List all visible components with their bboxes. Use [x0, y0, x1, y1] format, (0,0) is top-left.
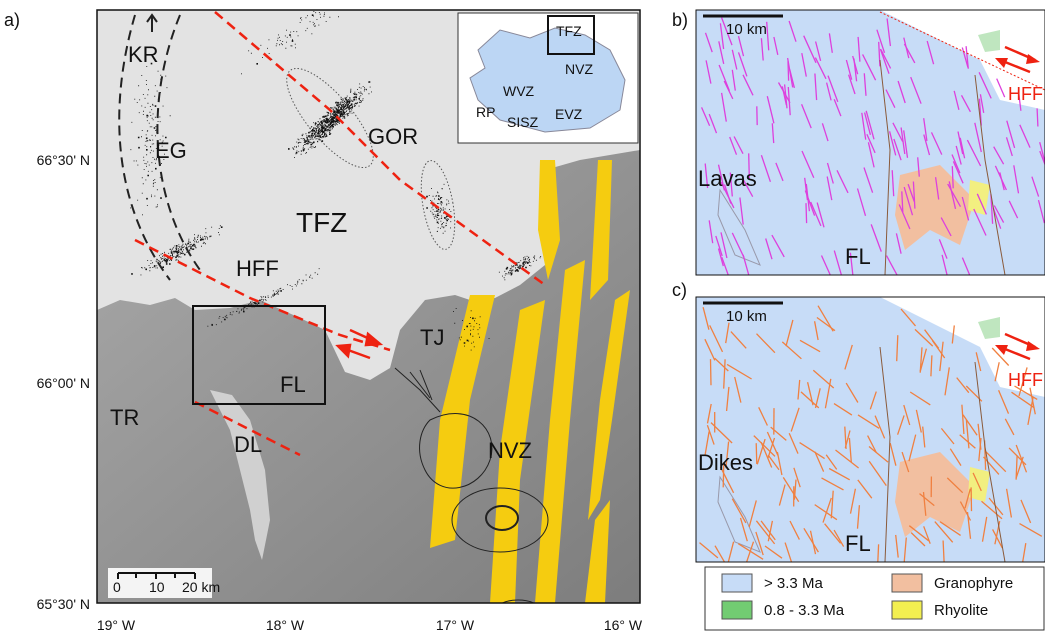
place-label: HFF: [236, 256, 279, 281]
scale-label: 10 km: [726, 308, 767, 325]
place-label: FL: [845, 244, 871, 269]
inset-label: NVZ: [565, 61, 593, 77]
strike-tick: [952, 166, 953, 188]
place-label: TFZ: [296, 207, 347, 238]
legend-swatch: [722, 601, 752, 619]
legend-label: Granophyre: [934, 575, 1013, 592]
place-label: GOR: [368, 124, 418, 149]
legend-swatch: [892, 574, 922, 592]
place-label: TR: [110, 405, 139, 430]
place-label: EG: [155, 138, 187, 163]
scale-label: 10: [149, 579, 165, 595]
strike-tick: [788, 61, 789, 80]
place-label: TJ: [420, 325, 444, 350]
legend-swatch: [892, 601, 922, 619]
legend-swatch: [722, 574, 752, 592]
inset-map: TFZ NVZ WVZ RP SISZ EVZ: [458, 13, 638, 143]
map-a: KR EG GOR TFZ HFF TJ FL TR DL NVZ TFZ NV…: [97, 0, 640, 620]
lon-label: 17° W: [436, 617, 475, 633]
scale-label: 10 km: [726, 21, 767, 38]
scale-label: 0: [113, 579, 121, 595]
lon-label: 16° W: [604, 617, 643, 633]
panel-label: c): [672, 280, 687, 300]
inset-label: SISZ: [507, 114, 539, 130]
lon-label: 19° W: [97, 617, 136, 633]
map-b: HFF 10 km Lavas FL: [696, 10, 1045, 282]
fault-label: HFF: [1008, 84, 1043, 104]
inset-label: RP: [476, 104, 495, 120]
legend-label: Rhyolite: [934, 602, 988, 619]
place-label: NVZ: [488, 438, 532, 463]
lat-label: 66°00' N: [37, 375, 90, 391]
unit-label: Lavas: [698, 166, 757, 191]
panel-label: b): [672, 10, 688, 30]
legend-label: 0.8 - 3.3 Ma: [764, 602, 845, 619]
panel-label: a): [4, 10, 20, 30]
unit-label: Dikes: [698, 450, 753, 475]
legend: > 3.3 Ma 0.8 - 3.3 Ma Granophyre Rhyolit…: [705, 567, 1044, 630]
figure: a) KR EG GOR TFZ HFF TJ FL TR DL NVZ TFZ…: [0, 0, 1045, 638]
fault-label: HFF: [1008, 370, 1043, 390]
lon-labels: 19° W 18° W 17° W 16° W: [97, 617, 643, 633]
place-label: FL: [845, 531, 871, 556]
inset-label: EVZ: [555, 106, 583, 122]
strike-tick: [1037, 108, 1038, 126]
legend-label: > 3.3 Ma: [764, 575, 823, 592]
strike-tick: [711, 359, 712, 385]
strike-tick: [756, 443, 757, 464]
place-label: KR: [128, 42, 159, 67]
lon-label: 18° W: [266, 617, 305, 633]
strike-tick: [806, 203, 807, 223]
inset-label: WVZ: [503, 83, 535, 99]
lat-labels: 66°30' N 66°00' N 65°30' N: [37, 152, 90, 612]
map-c: HFF 10 km Dikes FL: [696, 297, 1045, 568]
lat-label: 65°30' N: [37, 596, 90, 612]
place-label: FL: [280, 372, 306, 397]
place-label: DL: [234, 432, 262, 457]
lat-label: 66°30' N: [37, 152, 90, 168]
inset-label: TFZ: [556, 23, 582, 39]
scale-bar: 0 10 20 km: [108, 568, 220, 598]
scale-label: 20 km: [182, 579, 220, 595]
